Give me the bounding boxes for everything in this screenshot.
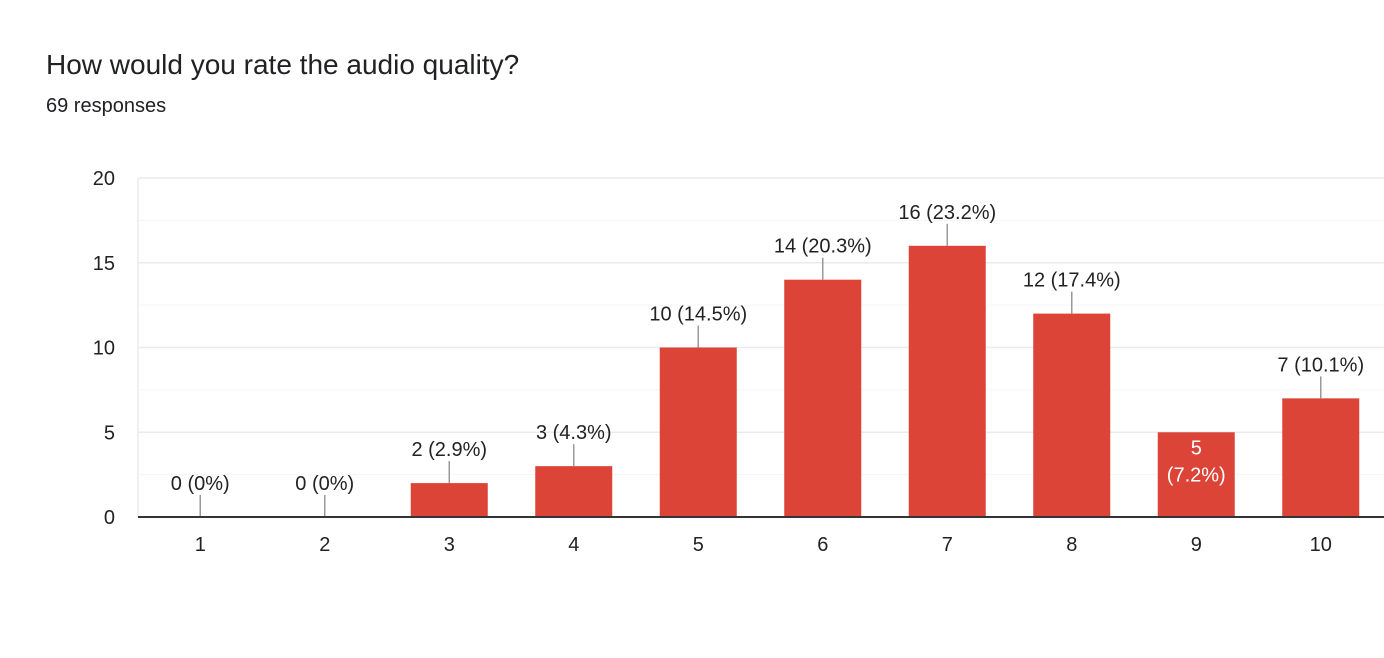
data-label: 0 (0%): [295, 473, 354, 495]
y-tick-label: 5: [104, 422, 115, 444]
bars: [410, 245, 1360, 518]
data-label: 12 (17.4%): [1023, 270, 1121, 292]
x-tick-label: 10: [1310, 534, 1332, 556]
data-label: 5 (7.2%): [1167, 437, 1226, 486]
bar-5: [659, 347, 737, 517]
bar-9: [1157, 432, 1235, 517]
bar-3: [410, 483, 488, 517]
data-label: 16 (23.2%): [898, 202, 996, 224]
x-tick-label: 6: [817, 534, 828, 556]
x-axis-ticks: 1 2 3 4 5 6 7 8 9 10: [195, 534, 1332, 556]
label-leaders: [199, 223, 1322, 517]
x-tick-label: 5: [693, 534, 704, 556]
y-axis-ticks: 0 5 10 15 20: [93, 168, 115, 529]
x-tick-label: 2: [319, 534, 330, 556]
y-tick-label: 15: [93, 253, 115, 275]
data-label: 2 (2.9%): [411, 439, 487, 461]
data-label: 14 (20.3%): [774, 236, 872, 258]
x-tick-label: 8: [1066, 534, 1077, 556]
y-tick-label: 20: [93, 168, 115, 190]
data-label: 0 (0%): [171, 473, 230, 495]
bar-10: [1282, 398, 1360, 517]
bar-8: [1033, 313, 1111, 517]
data-labels: 0 (0%) 0 (0%) 2 (2.9%) 3 (4.3%) 10 (14.5%) 14…: [171, 202, 1364, 495]
x-tick-label: 1: [195, 534, 206, 556]
bar-6: [784, 279, 862, 517]
bar-7: [908, 245, 986, 518]
x-tick-label: 4: [568, 534, 579, 556]
x-tick-label: 3: [444, 534, 455, 556]
x-tick-label: 9: [1191, 534, 1202, 556]
response-count: 69 responses: [46, 95, 167, 117]
x-tick-label: 7: [942, 534, 953, 556]
bar-4: [535, 466, 613, 517]
y-tick-label: 10: [93, 338, 115, 360]
question-title: How would you rate the audio quality?: [46, 49, 520, 80]
data-label: 7 (10.1%): [1277, 354, 1364, 376]
data-label: 3 (4.3%): [536, 422, 612, 444]
y-tick-label: 0: [104, 507, 115, 529]
data-label: 10 (14.5%): [649, 304, 747, 326]
